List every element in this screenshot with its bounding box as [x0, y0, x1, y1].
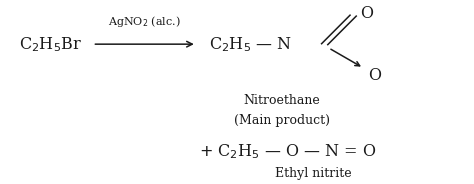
Text: (Main product): (Main product) — [234, 114, 330, 127]
Text: Ethyl nitrite: Ethyl nitrite — [274, 167, 351, 180]
Text: AgNO$_2$ (alc.): AgNO$_2$ (alc.) — [108, 14, 181, 29]
Text: O: O — [360, 5, 373, 22]
Text: $+$ C$_2$H$_5$ — O — N = O: $+$ C$_2$H$_5$ — O — N = O — [199, 142, 376, 161]
Text: C$_2$H$_5$ — N: C$_2$H$_5$ — N — [209, 35, 292, 54]
Text: Nitroethane: Nitroethane — [244, 94, 320, 107]
Text: O: O — [368, 67, 381, 84]
Text: C$_2$H$_5$Br: C$_2$H$_5$Br — [19, 35, 82, 54]
